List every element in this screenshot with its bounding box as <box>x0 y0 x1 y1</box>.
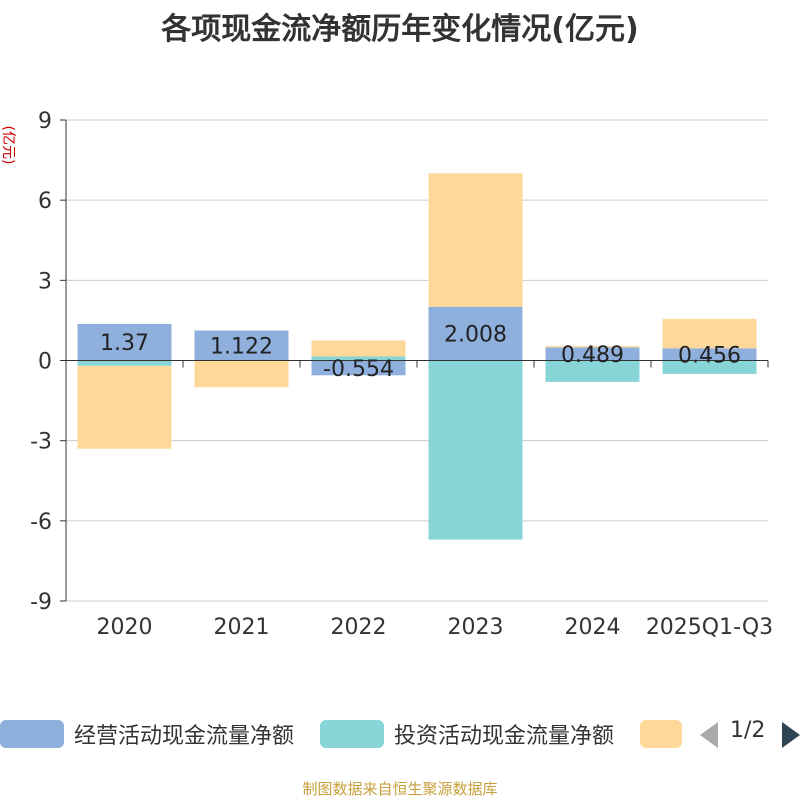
legend: 经营活动现金流量净额 投资活动现金流量净额 1/2 <box>0 716 800 752</box>
data-label: 1.37 <box>100 331 149 356</box>
bar-series-2-2024 <box>545 346 640 348</box>
axis-layer: -9 -6 -3 0 3 6 9 (亿元) 2020 2021 2022 2023 2024 2025Q1… <box>0 109 773 640</box>
bar-series-0-2020 <box>77 323 172 361</box>
bar-series-1-2023 <box>428 360 523 540</box>
x-tick-label: 2022 <box>331 615 387 640</box>
legend-item-investing[interactable]: 投资活动现金流量净额 <box>320 716 614 752</box>
y-tick-label: -9 <box>30 590 52 615</box>
y-tick-label: -3 <box>30 430 52 455</box>
data-label: 2.008 <box>444 323 507 348</box>
bar-series-0-2025Q1-Q3 <box>662 348 757 361</box>
chart-title: 各项现金流净额历年变化情况(亿元) <box>161 12 639 47</box>
chart-canvas: -9 -6 -3 0 3 6 9 (亿元) 2020 2021 2022 2023 2024 2025Q1… <box>0 109 773 640</box>
bar-series-2-2025Q1-Q3 <box>662 318 757 349</box>
bar-series-0-2021 <box>194 330 289 361</box>
bar-series-1-2020 <box>77 360 172 366</box>
x-tick-label: 2023 <box>448 615 504 640</box>
data-label: 0.489 <box>561 343 624 368</box>
x-tick-label: 2021 <box>214 615 270 640</box>
bar-series-2-2021 <box>194 360 289 388</box>
legend-label-operating: 经营活动现金流量净额 <box>74 724 295 749</box>
y-tick-label: 9 <box>38 109 52 134</box>
y-tick-label: 3 <box>38 269 52 294</box>
bar-series-0-2024 <box>545 347 640 361</box>
legend-swatch-financing <box>640 720 682 748</box>
bar-series-1-2022 <box>311 356 406 361</box>
data-label: 1.122 <box>210 335 273 360</box>
legend-item-operating[interactable]: 经营活动现金流量净额 <box>0 716 294 752</box>
legend-label-investing: 投资活动现金流量净额 <box>394 724 615 749</box>
bar-series-2-2023 <box>428 173 523 307</box>
legend-swatch-operating <box>0 720 64 748</box>
legend-next-page-icon[interactable] <box>782 722 800 748</box>
bars-layer <box>77 173 757 540</box>
y-tick-label: 0 <box>38 350 52 375</box>
data-labels-layer: 1.37 1.122 -0.554 2.008 0.489 0.456 <box>100 323 741 382</box>
legend-swatch-investing <box>320 720 384 748</box>
data-label: 0.456 <box>678 343 741 368</box>
y-tick-label: 6 <box>38 189 52 214</box>
legend-prev-page-icon[interactable] <box>700 722 718 748</box>
legend-page-indicator: 1/2 <box>730 718 766 743</box>
bar-series-1-2025Q1-Q3 <box>662 360 757 374</box>
legend-item-financing[interactable] <box>640 716 682 752</box>
y-tick-label: -6 <box>30 510 52 535</box>
bar-series-2-2020 <box>77 365 172 449</box>
bar-series-0-2022 <box>311 360 406 376</box>
y-axis-title: (亿元) <box>0 126 16 165</box>
bar-series-2-2022 <box>311 340 406 357</box>
x-tick-label: 2024 <box>565 615 621 640</box>
bar-series-1-2024 <box>545 360 640 382</box>
bar-series-0-2023 <box>428 306 523 361</box>
x-tick-label: 2025Q1-Q3 <box>646 615 773 640</box>
source-note: 制图数据来自恒生聚源数据库 <box>302 780 498 798</box>
grid-layer <box>66 119 768 602</box>
x-tick-label: 2020 <box>97 615 153 640</box>
data-label: -0.554 <box>323 357 394 382</box>
